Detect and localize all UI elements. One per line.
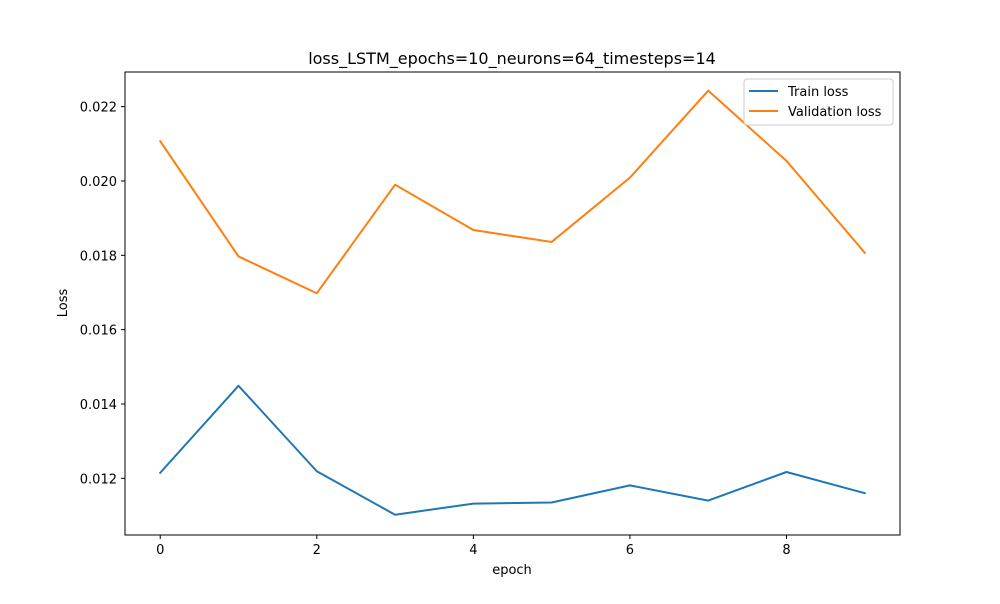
legend-label-0: Train loss: [787, 85, 849, 100]
plot-frame: [124, 71, 901, 536]
chart-title: loss_LSTM_epochs=10_neurons=64_timesteps…: [308, 49, 716, 69]
y-tick-label: 0.018: [80, 249, 117, 264]
legend: Train loss Validation loss: [743, 78, 894, 126]
series-layer: [158, 89, 867, 516]
x-axis-label: epoch: [492, 563, 532, 578]
series-line-1: [158, 89, 867, 295]
y-tick-label: 0.016: [80, 324, 117, 339]
y-tick-label: 0.012: [80, 472, 117, 487]
legend-label-1: Validation loss: [788, 105, 882, 120]
y-axis-label: Loss: [56, 289, 71, 318]
y-tick-label: 0.020: [80, 175, 117, 190]
x-tick-label: 6: [626, 543, 634, 558]
legend-box: [743, 78, 894, 126]
x-axis-ticks: 0 2 4 6 8: [156, 535, 791, 558]
x-tick-label: 8: [782, 543, 790, 558]
x-tick-label: 0: [156, 543, 164, 558]
plot-area: [125, 72, 900, 535]
x-tick-label: 2: [313, 543, 321, 558]
y-axis-ticks: 0.012 0.014 0.016 0.018 0.020 0.022: [80, 101, 125, 487]
series-line-0: [158, 384, 866, 516]
y-tick-label: 0.014: [80, 398, 117, 413]
y-tick-label: 0.022: [80, 101, 117, 116]
x-tick-label: 4: [469, 543, 477, 558]
